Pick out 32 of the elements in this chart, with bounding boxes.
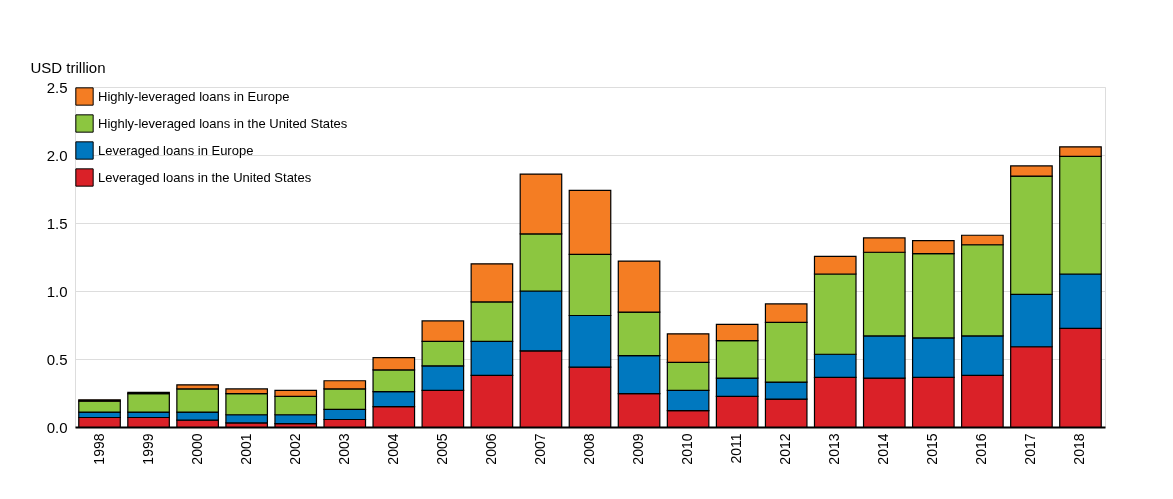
legend-label: Leveraged loans in Europe [98,142,254,158]
x-tick-label: 2017 [1022,433,1039,465]
x-tick-label: 2005 [433,433,450,465]
x-tick-label: 2004 [384,433,401,465]
y-tick-label: 2.0 [46,146,68,164]
x-tick-label: 2011 [728,433,745,464]
x-tick-label: 1999 [139,433,156,465]
x-tick-label: 2007 [531,433,548,465]
x-tick-label: 2010 [679,433,696,465]
legend-label: Highly-leveraged loans in the United States [98,115,348,131]
y-tick-label: 2.5 [46,78,68,96]
legend-label: Highly-leveraged loans in Europe [98,88,290,104]
x-tick-label: 1998 [90,433,107,465]
x-tick-label: 2001 [237,433,254,465]
y-tick-label: 1.0 [46,282,68,300]
x-tick-label: 2006 [482,433,499,465]
y-axis-title: USD trillion [30,58,106,76]
y-tick-label: 0.5 [46,350,68,368]
x-tick-label: 2003 [335,433,352,465]
x-tick-label: 2000 [188,433,205,465]
x-tick-label: 2013 [826,433,843,465]
y-tick-label: 0.0 [46,418,68,436]
x-tick-label: 2008 [581,433,597,465]
x-tick-label: 2016 [973,433,990,465]
x-tick-label: 2002 [286,433,303,465]
y-tick-label: 1.5 [46,214,68,232]
x-tick-label: 2014 [875,433,892,465]
legend-label: Leveraged loans in the United States [98,169,312,185]
x-tick-label: 2009 [630,433,647,465]
x-tick-label: 2012 [777,433,794,465]
x-tick-label: 2015 [924,433,941,465]
x-tick-label: 2018 [1071,433,1088,465]
